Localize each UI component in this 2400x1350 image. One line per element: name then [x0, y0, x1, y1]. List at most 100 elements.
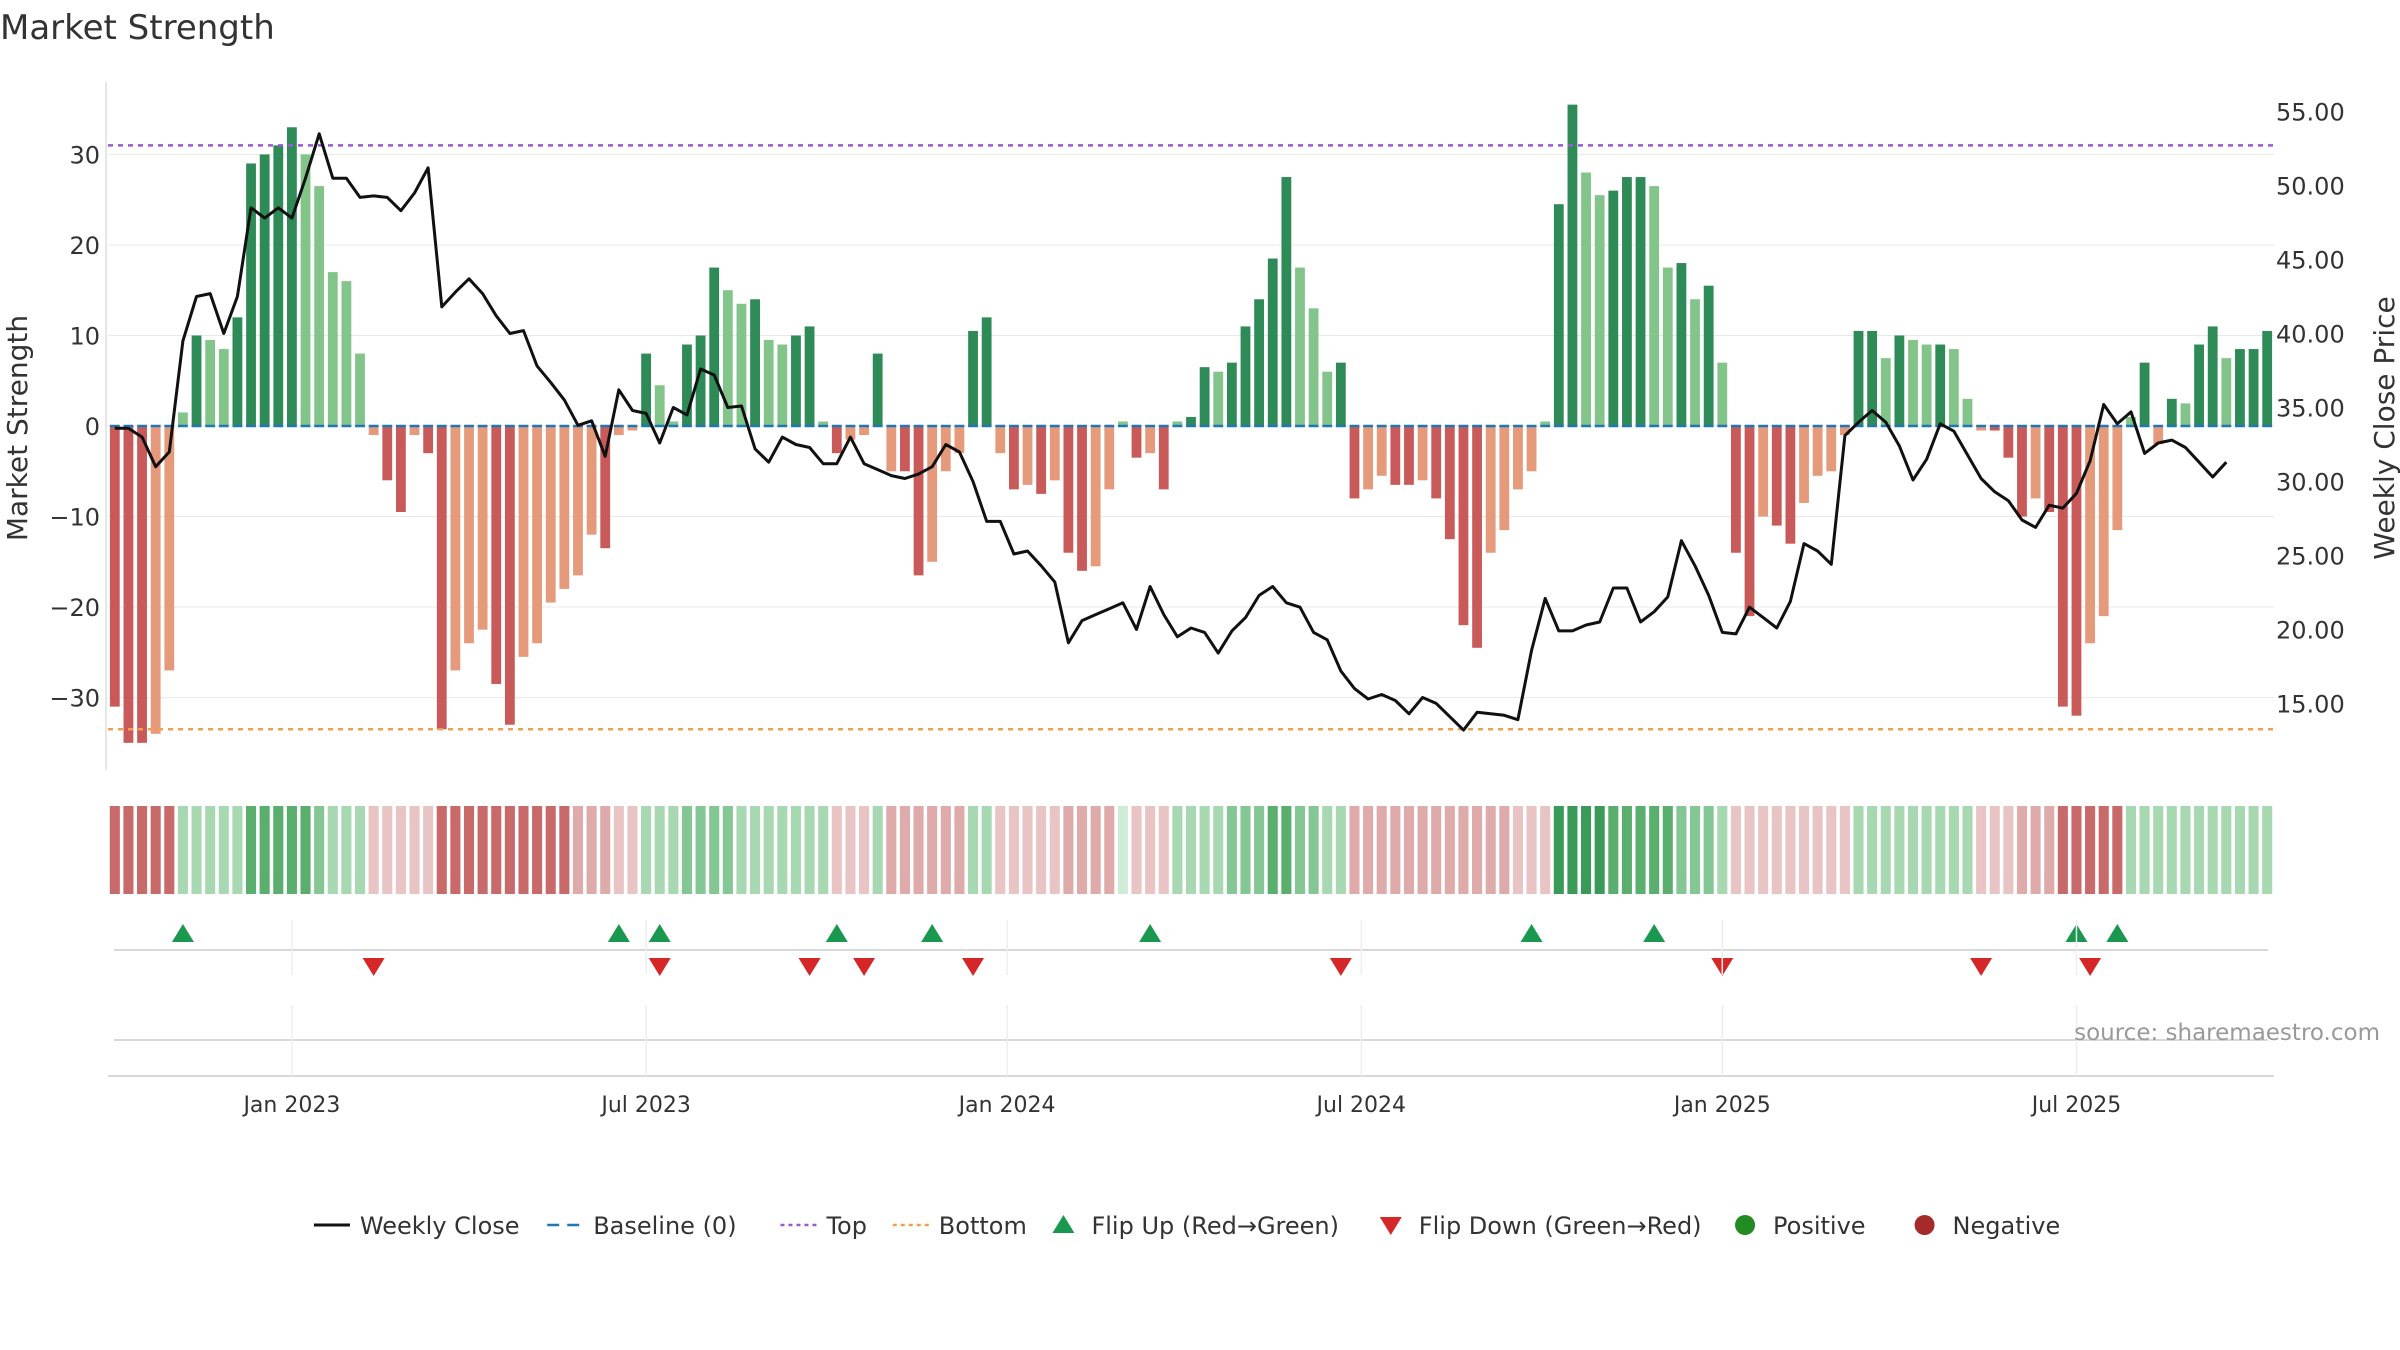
strength-bar [109, 426, 120, 707]
state-cell [314, 806, 325, 894]
legend-item: Positive [1735, 1212, 1866, 1240]
legend-swatch-circle [1914, 1215, 1935, 1235]
y-tick-label: 20 [69, 232, 100, 260]
strength-bar [900, 426, 910, 472]
strength-bar [2194, 344, 2204, 426]
strength-bar [1867, 330, 1878, 426]
strength-bar [736, 303, 747, 426]
strength-bar [178, 412, 188, 426]
strength-bar [1186, 416, 1196, 426]
flip-down-marker [1329, 958, 1352, 976]
y2-tick-label: 45.00 [2276, 247, 2345, 275]
state-cell [913, 806, 924, 894]
strength-bar [600, 426, 611, 549]
state-cell [368, 806, 379, 894]
y2-tick-label: 50.00 [2276, 173, 2345, 201]
strength-bar [1690, 299, 1700, 426]
state-cell [1798, 806, 1810, 894]
legend-label: Bottom [939, 1212, 1027, 1240]
strength-bar [287, 127, 297, 427]
strength-bar [1036, 426, 1047, 494]
flip-up-marker [1643, 924, 1666, 942]
state-cell [1104, 806, 1115, 894]
state-cell [1485, 806, 1496, 894]
strength-bar [2112, 426, 2123, 531]
state-cell [1472, 806, 1483, 894]
state-cell [218, 806, 229, 894]
strength-bar [545, 426, 556, 603]
state-cell [1880, 806, 1891, 894]
strength-bar [682, 344, 692, 426]
strength-bar [246, 163, 256, 426]
strength-bar [1921, 344, 1932, 426]
strength-bar [1499, 426, 1510, 531]
state-cell [545, 806, 556, 894]
state-cell [286, 806, 297, 894]
legend-item: Baseline (0) [547, 1212, 737, 1240]
state-cell [2003, 806, 2014, 894]
y-tick-label: 30 [69, 141, 100, 169]
strength-bar [1485, 426, 1496, 553]
y2-tick-label: 15.00 [2276, 690, 2345, 718]
strength-bar [1363, 426, 1373, 490]
strength-bar [2017, 426, 2027, 517]
state-cell [1022, 806, 1033, 894]
state-cell [2071, 806, 2082, 894]
state-cell [354, 806, 366, 894]
flip-down-marker [853, 958, 876, 976]
state-cell [1226, 806, 1237, 894]
strength-bar [300, 154, 311, 426]
state-cell [995, 806, 1006, 894]
state-cell [2180, 806, 2191, 894]
strength-bar [2030, 426, 2041, 499]
y2-tick-label: 40.00 [2276, 321, 2345, 349]
y2-tick-label: 25.00 [2276, 542, 2345, 570]
strength-bar [137, 426, 147, 743]
legend-item: Negative [1914, 1212, 2060, 1240]
strength-bar [123, 426, 134, 743]
strength-bar [2057, 426, 2068, 707]
state-cell [463, 806, 475, 894]
strength-bar [1295, 267, 1305, 426]
strength-bar [1717, 362, 1728, 426]
flip-up-marker [171, 924, 194, 942]
price-line-layer [114, 132, 2228, 732]
strength-bar [559, 426, 570, 589]
state-cell [232, 806, 243, 894]
state-cell [1090, 806, 1101, 894]
strength-bar [1009, 426, 1019, 490]
state-cell [477, 806, 488, 894]
state-cell [954, 806, 965, 894]
state-cell [1689, 806, 1701, 894]
state-cell [1581, 806, 1592, 894]
state-cell [150, 806, 161, 894]
strength-bar [1213, 371, 1224, 426]
strength-bars [109, 104, 2273, 743]
state-cell [1158, 806, 1169, 894]
state-cell [1962, 806, 1973, 894]
strength-bar [2166, 398, 2177, 426]
strength-bar [845, 426, 856, 440]
state-cell [709, 806, 720, 894]
state-cell [1376, 806, 1387, 894]
state-cell [1948, 806, 1959, 894]
strength-bar [2248, 349, 2259, 426]
strength-bar [504, 426, 515, 725]
state-cell [1662, 806, 1673, 894]
strength-bar [1077, 426, 1087, 571]
state-cell [2030, 806, 2041, 894]
state-cell [2098, 806, 2109, 894]
state-cell [1649, 806, 1660, 894]
state-cell [518, 806, 529, 894]
strength-bar [477, 426, 488, 630]
strength-bar [205, 340, 216, 426]
state-cell [668, 806, 679, 894]
strength-bar [2235, 349, 2245, 426]
state-cell [2085, 806, 2096, 894]
state-cell [1063, 806, 1074, 894]
state-cell [872, 806, 883, 894]
x-tick-label: Jan 2023 [241, 1093, 340, 1118]
state-cell [1185, 806, 1197, 894]
strength-bar [1458, 426, 1469, 626]
flip-up-marker [825, 924, 848, 942]
